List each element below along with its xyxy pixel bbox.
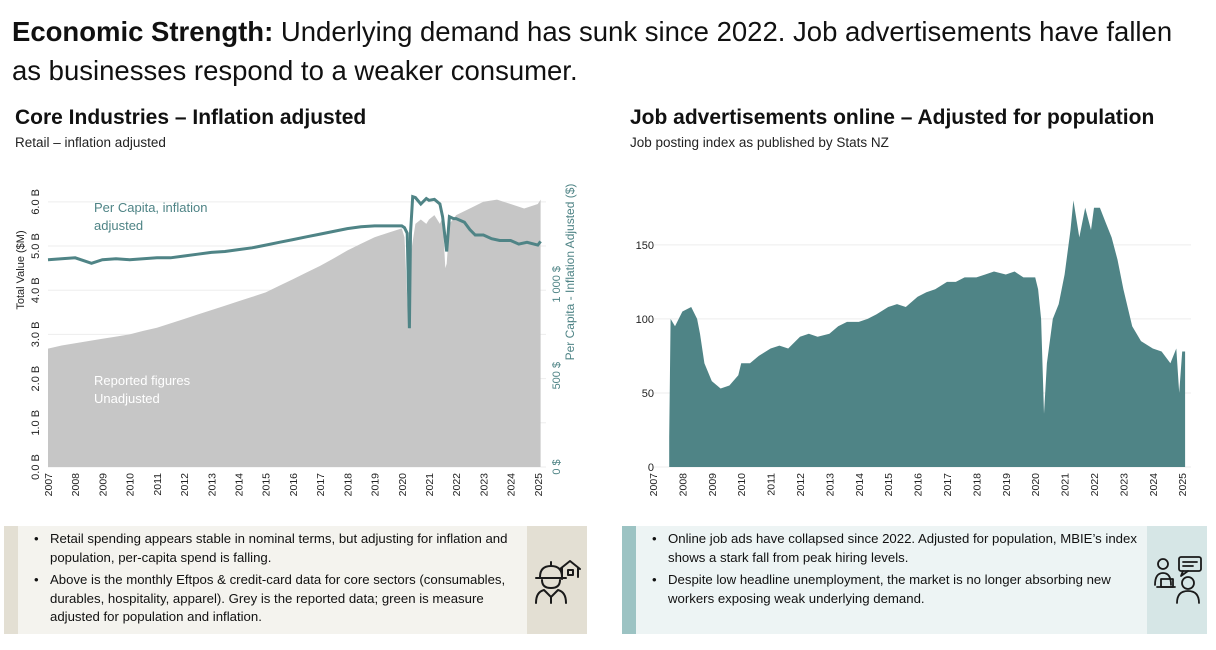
- retail-y-tick-label: 0.0 B: [30, 454, 42, 480]
- job-ads-y-tick-label: 0: [648, 462, 654, 474]
- job-ads-x-axis-ticks: 2007 2008 2009 2010 2011 2012 2013 2014 2015 2016…: [648, 473, 1189, 497]
- reported-annotation-line1: Reported figures: [94, 373, 191, 388]
- left-note-strip: [4, 526, 18, 634]
- retail-y-tick-label: 5.0 B: [30, 233, 42, 259]
- retail-left-axis-label: Total Value ($M): [15, 230, 27, 309]
- right-note-strip: [622, 526, 636, 634]
- right-note-list: Online job ads have collapsed since 2022…: [646, 530, 1137, 608]
- remote-work-people-icon: [1147, 526, 1207, 634]
- retail-y2-tick-label: 500 $: [551, 362, 563, 390]
- left-note-list: Retail spending appears stable in nomina…: [28, 530, 517, 627]
- retail-y2-tick-label: 0 $: [551, 459, 563, 474]
- retail-x-tick-label: 2016: [288, 473, 300, 497]
- retail-x-tick-label: 2009: [97, 473, 109, 497]
- job-ads-x-tick-label: 2010: [736, 473, 748, 497]
- retail-x-tick-label: 2015: [261, 473, 273, 497]
- right-note-item: Despite low headline unemployment, the m…: [646, 571, 1137, 608]
- job-ads-y-tick-label: 150: [636, 240, 654, 252]
- retail-y2-tick-label: 1 000 $: [551, 266, 563, 303]
- retail-y-tick-label: 1.0 B: [30, 410, 42, 436]
- retail-x-tick-label: 2014: [233, 473, 245, 497]
- retail-y-tick-label: 3.0 B: [30, 322, 42, 348]
- retail-x-tick-label: 2013: [206, 473, 218, 497]
- retail-x-tick-label: 2020: [397, 473, 409, 497]
- job-ads-x-tick-label: 2013: [824, 473, 836, 497]
- retail-x-tick-label: 2010: [125, 473, 137, 497]
- retail-x-tick-label: 2007: [43, 473, 55, 497]
- reported-annotation-line2: Unadjusted: [94, 391, 160, 406]
- left-panel-subtitle: Retail – inflation adjusted: [15, 135, 166, 150]
- per-capita-line: [47, 194, 542, 329]
- job-ads-x-tick-label: 2019: [1001, 473, 1013, 497]
- retail-x-tick-label: 2024: [506, 473, 518, 497]
- reported-figures-area: [48, 199, 541, 467]
- left-note-item: Above is the monthly Eftpos & credit-car…: [28, 571, 517, 627]
- retail-y-tick-label: 4.0 B: [30, 277, 42, 303]
- retail-x-tick-label: 2023: [478, 473, 490, 497]
- right-note-body: Online job ads have collapsed since 2022…: [636, 526, 1147, 634]
- retail-y-tick-label: 6.0 B: [30, 189, 42, 215]
- retail-x-tick-label: 2022: [451, 473, 463, 497]
- job-ads-x-tick-label: 2017: [942, 473, 954, 497]
- headline-text: Underlying demand has sunk since 2022. J…: [12, 16, 1173, 86]
- left-note-body: Retail spending appears stable in nomina…: [18, 526, 527, 634]
- per-capita-annotation-line1: Per Capita, inflation: [94, 200, 207, 215]
- job-posting-index-area: [669, 200, 1186, 467]
- job-ads-x-tick-label: 2007: [648, 473, 660, 497]
- construction-worker-house-icon: [527, 526, 587, 634]
- left-note-item: Retail spending appears stable in nomina…: [28, 530, 517, 567]
- retail-left-axis-ticks: 0.0 B 1.0 B 2.0 B 3.0 B 4.0 B 5.0 B 6.0 B: [30, 189, 42, 480]
- job-ads-x-tick-label: 2016: [913, 473, 925, 497]
- headline: Economic Strength: Underlying demand has…: [12, 12, 1207, 90]
- job-ads-x-tick-label: 2023: [1118, 473, 1130, 497]
- retail-chart: 0.0 B 1.0 B 2.0 B 3.0 B 4.0 B 5.0 B 6.0 B 0 $ 5…: [15, 184, 577, 497]
- retail-y-tick-label: 2.0 B: [30, 366, 42, 392]
- retail-right-axis-label: Per Capita - Inflation Adjusted ($): [563, 184, 577, 361]
- headline-lead: Economic Strength:: [12, 16, 274, 47]
- job-ads-x-tick-label: 2011: [766, 473, 778, 496]
- job-ads-x-tick-label: 2025: [1177, 473, 1189, 497]
- job-ads-x-tick-label: 2014: [854, 473, 866, 497]
- left-panel-title: Core Industries – Inflation adjusted: [15, 106, 367, 129]
- retail-x-tick-label: 2012: [179, 473, 191, 497]
- job-ads-x-tick-label: 2015: [883, 473, 895, 497]
- per-capita-annotation-line2: adjusted: [94, 218, 143, 233]
- retail-x-axis-ticks: 2007 2008 2009 2010 2011 2012 2013 2014 2015 2016…: [43, 473, 545, 497]
- retail-x-tick-label: 2017: [315, 473, 327, 497]
- retail-x-tick-label: 2011: [152, 473, 164, 496]
- job-ads-x-tick-label: 2018: [971, 473, 983, 497]
- retail-x-tick-label: 2025: [533, 473, 545, 497]
- right-note-box: Online job ads have collapsed since 2022…: [622, 526, 1207, 634]
- job-ads-x-tick-label: 2022: [1089, 473, 1101, 497]
- job-ads-x-tick-label: 2024: [1148, 473, 1160, 497]
- retail-x-tick-label: 2021: [424, 473, 436, 497]
- right-panel-title: Job advertisements online – Adjusted for…: [630, 106, 1155, 129]
- retail-x-tick-label: 2019: [370, 473, 382, 497]
- job-ads-x-tick-label: 2009: [707, 473, 719, 497]
- job-ads-x-tick-label: 2021: [1060, 473, 1072, 497]
- retail-right-axis-ticks: 0 $ 500 $ 1 000 $: [551, 266, 563, 475]
- job-ads-x-tick-label: 2012: [795, 473, 807, 497]
- job-ads-x-tick-label: 2020: [1030, 473, 1042, 497]
- job-ads-x-tick-label: 2008: [677, 473, 689, 497]
- retail-x-tick-label: 2008: [70, 473, 82, 497]
- job-ads-y-tick-label: 100: [636, 314, 654, 326]
- left-note-box: Retail spending appears stable in nomina…: [4, 526, 587, 634]
- job-ads-y-tick-label: 50: [642, 388, 654, 400]
- right-note-item: Online job ads have collapsed since 2022…: [646, 530, 1137, 567]
- job-ads-y-axis-ticks: 0 50 100 150: [636, 240, 654, 474]
- right-panel-subtitle: Job posting index as published by Stats …: [630, 135, 889, 150]
- retail-x-tick-label: 2018: [342, 473, 354, 497]
